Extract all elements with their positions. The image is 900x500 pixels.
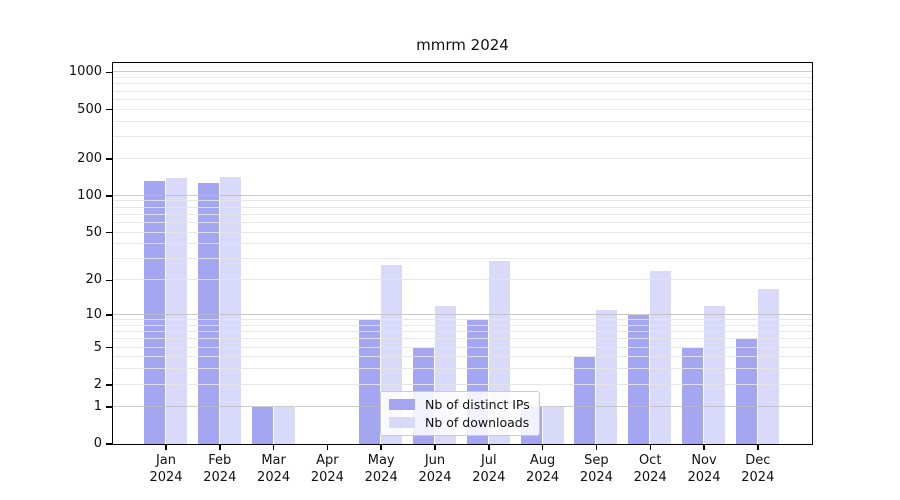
gridline-1000 xyxy=(113,71,812,73)
gridline-40 xyxy=(113,243,812,245)
gridline-6 xyxy=(113,338,812,340)
x-tick-mark-dec xyxy=(757,445,759,450)
bar-downloads-nov xyxy=(704,306,725,444)
gridline-10 xyxy=(113,314,812,315)
legend-label-distinct-ips: Nb of distinct IPs xyxy=(425,397,530,412)
x-tick-label-mar: Mar 2024 xyxy=(257,453,291,485)
gridline-8 xyxy=(113,324,812,326)
gridline-9 xyxy=(113,319,812,321)
x-tick-label-apr: Apr 2024 xyxy=(310,453,344,485)
gridline-800 xyxy=(113,83,812,85)
x-tick-mark-mar xyxy=(272,445,275,450)
gridline-400 xyxy=(113,120,812,122)
y-tick-mark-1 xyxy=(106,406,112,408)
y-tick-mark-500 xyxy=(106,108,112,111)
x-tick-label-sep: Sep 2024 xyxy=(579,453,613,485)
y-tick-label-1: 1 xyxy=(93,398,102,414)
bar-ips-oct xyxy=(628,315,650,444)
x-tick-mark-oct xyxy=(649,445,651,450)
y-tick-label-0: 0 xyxy=(93,436,102,451)
x-tick-mark-jun xyxy=(434,445,436,450)
y-tick-label-20: 20 xyxy=(85,272,102,288)
x-tick-label-oct: Oct 2024 xyxy=(633,453,667,485)
x-tick-mark-apr xyxy=(326,445,329,450)
gridline-50 xyxy=(113,231,812,233)
gridline-30 xyxy=(113,258,812,260)
y-tick-label-100: 100 xyxy=(77,187,102,203)
bar-ips-nov xyxy=(682,347,703,444)
x-tick-label-feb: Feb 2024 xyxy=(203,453,237,485)
x-tick-mark-nov xyxy=(703,445,705,450)
gridline-5 xyxy=(113,346,812,348)
y-tick-mark-5 xyxy=(106,346,112,349)
legend-item-distinct-ips: Nb of distinct IPs xyxy=(389,397,530,412)
bar-downloads-jan xyxy=(166,177,187,444)
bar-downloads-aug xyxy=(542,406,564,444)
x-tick-mark-jul xyxy=(488,445,490,450)
y-tick-mark-10 xyxy=(106,314,112,316)
bar-ips-jan xyxy=(144,180,165,444)
x-tick-label-dec: Dec 2024 xyxy=(741,453,775,485)
y-tick-label-5: 5 xyxy=(93,339,102,355)
gridline-70 xyxy=(113,213,812,215)
gridline-2 xyxy=(113,383,812,385)
y-tick-label-200: 200 xyxy=(77,150,102,166)
bar-downloads-sep xyxy=(596,310,618,444)
legend: Nb of distinct IPs Nb of downloads xyxy=(380,391,540,436)
x-tick-mark-aug xyxy=(541,445,544,450)
bar-ips-dec xyxy=(735,339,757,444)
legend-item-downloads: Nb of downloads xyxy=(389,415,530,430)
y-tick-label-2: 2 xyxy=(93,376,102,392)
y-tick-mark-50 xyxy=(106,231,112,234)
gridline-90 xyxy=(113,200,812,202)
gridline-20 xyxy=(113,279,812,281)
y-tick-label-10: 10 xyxy=(85,307,102,322)
gridline-500 xyxy=(113,108,812,110)
bar-downloads-feb xyxy=(219,176,241,444)
y-tick-mark-100 xyxy=(106,195,112,197)
x-tick-label-aug: Aug 2024 xyxy=(526,453,560,485)
gridline-700 xyxy=(113,90,812,92)
legend-swatch-ips-icon xyxy=(389,399,415,410)
x-tick-label-jun: Jun 2024 xyxy=(418,453,452,485)
bar-ips-sep xyxy=(574,357,596,444)
y-tick-mark-200 xyxy=(106,158,112,160)
gridline-80 xyxy=(113,206,812,208)
bar-downloads-dec xyxy=(757,288,779,444)
bar-downloads-oct xyxy=(650,270,672,444)
gridline-3 xyxy=(113,368,812,370)
bar-ips-may xyxy=(359,320,381,444)
x-tick-mark-jan xyxy=(165,445,167,450)
gridline-100 xyxy=(113,194,812,196)
legend-label-downloads: Nb of downloads xyxy=(425,415,530,430)
x-tick-label-may: May 2024 xyxy=(364,453,398,485)
y-tick-mark-0 xyxy=(106,443,112,445)
gridline-4 xyxy=(113,356,812,358)
y-tick-mark-2 xyxy=(106,384,112,386)
y-tick-mark-1000 xyxy=(106,71,112,74)
chart-title: mmrm 2024 xyxy=(416,36,509,54)
y-tick-label-50: 50 xyxy=(85,224,102,240)
x-tick-mark-feb xyxy=(219,445,221,450)
bar-ips-mar xyxy=(251,406,273,444)
gridline-300 xyxy=(113,136,812,137)
gridline-900 xyxy=(113,77,812,78)
gridline-200 xyxy=(113,157,812,159)
y-tick-label-500: 500 xyxy=(77,101,102,117)
y-tick-label-1000: 1000 xyxy=(68,64,102,80)
plot-area xyxy=(113,63,812,444)
gridline-600 xyxy=(113,98,812,100)
x-tick-label-nov: Nov 2024 xyxy=(687,453,721,485)
y-tick-mark-20 xyxy=(106,279,112,281)
x-tick-mark-sep xyxy=(595,445,598,450)
gridline-60 xyxy=(113,221,812,223)
x-tick-label-jan: Jan 2024 xyxy=(149,453,183,485)
bar-ips-feb xyxy=(197,183,219,444)
gridline-7 xyxy=(113,331,812,333)
x-tick-label-jul: Jul 2024 xyxy=(472,453,506,485)
bar-downloads-mar xyxy=(273,406,295,444)
x-tick-mark-may xyxy=(380,445,382,450)
legend-swatch-downloads-icon xyxy=(389,417,415,428)
